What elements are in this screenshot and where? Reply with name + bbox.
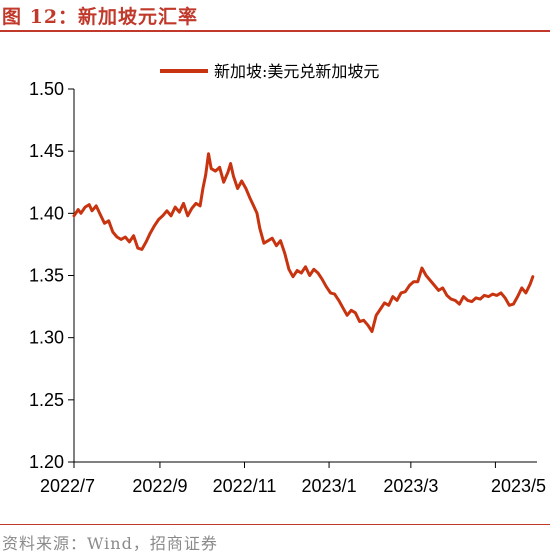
y-tick-label: 1.40 <box>29 203 64 223</box>
x-tick-label: 2023/1 <box>302 476 357 496</box>
y-tick-label: 1.50 <box>29 79 64 99</box>
y-tick-label: 1.35 <box>29 266 64 286</box>
footer-rule <box>0 524 550 525</box>
exchange-rate-chart: 新加坡:美元兑新加坡元 1.20 1.25 1.30 1.35 1.40 1.45 1.50… <box>29 62 546 496</box>
legend-label: 新加坡:美元兑新加坡元 <box>214 62 379 81</box>
x-tick-label: 2023/3 <box>383 476 438 496</box>
x-tick-label: 2023/5 <box>491 476 546 496</box>
x-tick-label: 2022/9 <box>132 476 187 496</box>
y-tick-label: 1.45 <box>29 141 64 161</box>
series-line <box>72 152 535 333</box>
y-tick-label: 1.25 <box>29 390 64 410</box>
axes <box>73 89 537 463</box>
source-note: 资料来源：Wind，招商证券 <box>2 534 218 553</box>
y-tick-label: 1.30 <box>29 328 64 348</box>
y-tick-label: 1.20 <box>29 452 64 472</box>
x-axis-ticks: 2022/7 2022/9 2022/11 2023/1 2023/3 2023/5 <box>40 462 546 496</box>
x-tick-label: 2022/11 <box>213 476 277 496</box>
y-axis-ticks: 1.20 1.25 1.30 1.35 1.40 1.45 1.50 <box>29 79 74 472</box>
title-rule <box>0 30 550 32</box>
x-tick-label: 2022/7 <box>40 476 95 496</box>
legend: 新加坡:美元兑新加坡元 <box>160 62 379 81</box>
figure-title: 图 12：新加坡元汇率 <box>2 6 199 28</box>
